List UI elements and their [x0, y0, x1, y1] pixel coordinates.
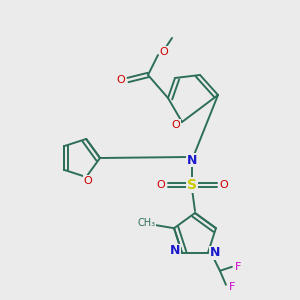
Text: F: F [229, 282, 235, 292]
Text: S: S [187, 178, 197, 192]
Text: O: O [172, 120, 180, 130]
Text: O: O [160, 47, 168, 57]
Text: F: F [235, 262, 241, 272]
Text: CH₃: CH₃ [137, 218, 155, 228]
Text: N: N [170, 244, 180, 257]
Text: N: N [210, 246, 220, 259]
Text: O: O [84, 176, 93, 186]
Text: O: O [117, 75, 125, 85]
Text: O: O [157, 180, 165, 190]
Text: N: N [187, 154, 197, 166]
Text: O: O [220, 180, 228, 190]
